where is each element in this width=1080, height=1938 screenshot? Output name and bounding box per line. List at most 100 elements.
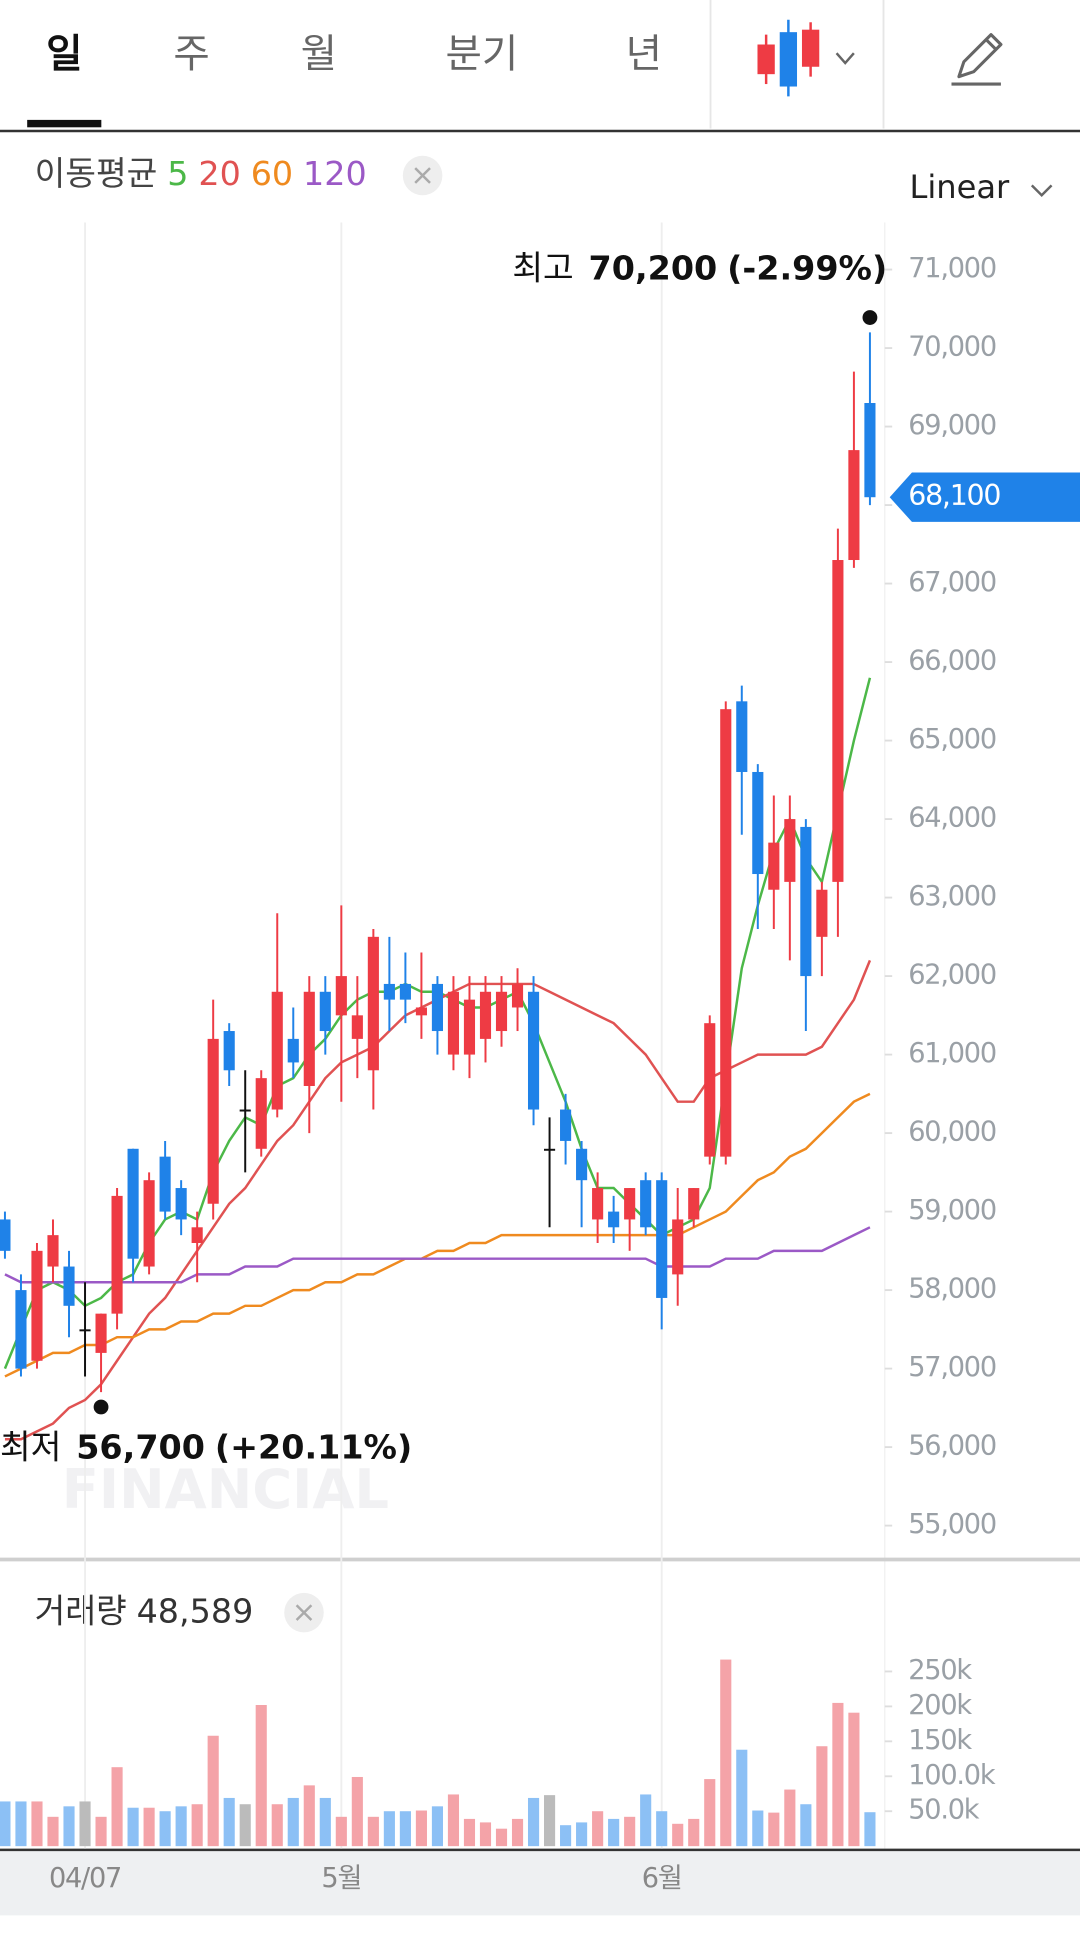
volume-bar <box>592 1811 604 1847</box>
chart-type-button[interactable] <box>757 19 855 97</box>
y-tick-label: 64,000 <box>908 803 996 834</box>
candle-body <box>736 701 748 772</box>
ma-line <box>4 1226 871 1284</box>
candle-body <box>511 983 524 1008</box>
candle-body <box>399 983 411 1000</box>
candle-body <box>447 991 460 1055</box>
y-tick-label: 66,000 <box>908 646 996 677</box>
scale-label[interactable]: Linear <box>909 168 1010 206</box>
volume-bar <box>479 1822 492 1847</box>
y-tick-label: 67,000 <box>908 567 996 598</box>
candle-body <box>672 1219 684 1275</box>
candle-body <box>271 991 283 1110</box>
candle-body <box>143 1180 155 1267</box>
volume-bar <box>95 1816 107 1847</box>
volume-bar <box>704 1779 716 1847</box>
volume-bar <box>223 1797 235 1847</box>
candle-body <box>287 1038 299 1063</box>
y-tick-label: 71,000 <box>908 253 996 284</box>
candle-body <box>592 1188 604 1220</box>
candle-body <box>111 1195 123 1314</box>
candle-body <box>800 826 812 977</box>
volume-bar <box>271 1804 283 1847</box>
y-tick-label: 60,000 <box>908 1117 996 1148</box>
high-value: 70,200 <box>589 248 718 287</box>
volume-bar <box>720 1659 732 1847</box>
volume-bar <box>239 1804 251 1847</box>
volume-bar <box>800 1804 812 1847</box>
candle-body <box>0 1219 11 1251</box>
volume-bar <box>672 1823 684 1847</box>
volume-bar <box>511 1818 524 1847</box>
volume-tick-label: 50.0k <box>908 1795 980 1826</box>
volume-tick-label: 100.0k <box>908 1760 996 1791</box>
volume-bar <box>495 1828 508 1847</box>
volume-title: 거래량 48,589 <box>35 1591 254 1630</box>
candle-body <box>15 1290 27 1369</box>
active-tab-underline <box>27 119 102 128</box>
candle-body <box>608 1211 620 1228</box>
volume-bar <box>15 1801 27 1847</box>
volume-bar <box>463 1818 476 1847</box>
tab[interactable]: 일 <box>46 31 82 77</box>
candle-body <box>367 936 379 1071</box>
volume-bar <box>848 1712 860 1847</box>
candle-body <box>848 450 860 561</box>
candle-body <box>255 1078 267 1149</box>
candle-body <box>768 842 780 890</box>
volume-bar <box>175 1806 187 1847</box>
y-tick-label: 55,000 <box>908 1509 996 1540</box>
draw-button[interactable] <box>951 33 1003 86</box>
volume-bar <box>640 1794 652 1847</box>
tab[interactable]: 년 <box>626 31 662 77</box>
candle-body <box>223 1031 235 1071</box>
candle-body <box>832 560 844 882</box>
y-tick-label: 62,000 <box>908 960 996 991</box>
y-tick-label: 70,000 <box>908 332 996 363</box>
ma-close-button[interactable] <box>402 155 443 196</box>
tab[interactable]: 분기 <box>446 31 519 77</box>
volume-bar <box>608 1818 620 1847</box>
candle-body <box>495 991 508 1032</box>
candle-body <box>415 1007 427 1016</box>
volume-close-button[interactable] <box>284 1592 324 1633</box>
ma-legend-entry: 20 <box>198 154 240 193</box>
volume-bar <box>367 1816 379 1847</box>
candle-body <box>720 709 732 1157</box>
candle-body <box>303 991 315 1086</box>
ma-legend-entry: 120 <box>303 154 367 193</box>
candle-body <box>351 1015 363 1039</box>
candle-body <box>127 1148 139 1259</box>
tab[interactable]: 주 <box>173 31 209 77</box>
scale-selector[interactable]: Linear <box>909 168 1053 206</box>
candle-body <box>159 1156 171 1212</box>
x-tick-label: 6월 <box>642 1863 682 1894</box>
volume-bar <box>784 1789 796 1847</box>
volume-bar <box>431 1806 443 1847</box>
candle-body <box>816 889 828 937</box>
candle-body <box>864 403 876 498</box>
volume-bar <box>111 1767 123 1847</box>
volume-bar <box>544 1795 556 1847</box>
y-tick-label: 59,000 <box>908 1195 996 1226</box>
tab[interactable]: 월 <box>301 31 337 77</box>
period-tabs: 일 주 월 분기 년 <box>27 0 1003 129</box>
candle-body <box>335 976 347 1016</box>
candle-body <box>31 1250 43 1361</box>
volume-bar <box>31 1801 43 1847</box>
watermark: FINANCIAL <box>62 1458 389 1521</box>
low-change: (+20.11%) <box>215 1427 412 1466</box>
volume-bar <box>768 1812 780 1847</box>
candle-body <box>239 1109 251 1112</box>
volume-bar <box>864 1812 876 1847</box>
volume-tick-label: 250k <box>908 1655 972 1686</box>
candle-body <box>656 1180 668 1298</box>
last-price-tag <box>889 472 1080 522</box>
volume-bar <box>527 1797 540 1847</box>
y-tick-label: 57,000 <box>908 1352 996 1383</box>
low-value: 56,700 <box>76 1427 205 1466</box>
volume-bar <box>159 1811 171 1847</box>
high-marker <box>862 310 878 325</box>
candle-body <box>79 1329 91 1332</box>
